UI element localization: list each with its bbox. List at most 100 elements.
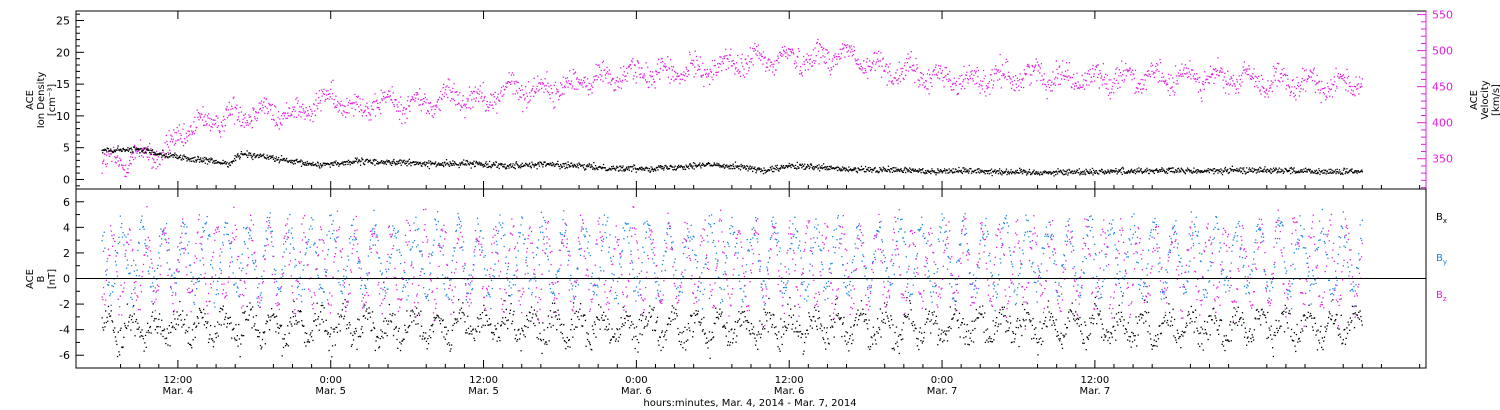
- velocity-point: [335, 106, 338, 108]
- density-point: [835, 167, 837, 169]
- density-point: [205, 158, 207, 160]
- velocity-point: [988, 86, 990, 89]
- velocity-point: [757, 44, 759, 46]
- field-point-bx: [154, 328, 156, 331]
- density-point: [843, 167, 845, 169]
- density-point: [837, 166, 840, 169]
- density-point: [228, 163, 230, 165]
- velocity-point: [108, 153, 110, 155]
- velocity-point: [1150, 62, 1153, 64]
- velocity-point: [943, 76, 946, 78]
- velocity-point: [637, 61, 639, 63]
- velocity-point: [863, 72, 865, 74]
- field-point-bx: [165, 342, 167, 345]
- velocity-point: [725, 68, 727, 71]
- velocity-point: [713, 73, 715, 76]
- velocity-point: [1087, 73, 1089, 75]
- velocity-point: [406, 100, 409, 102]
- field-point-bx: [240, 343, 242, 345]
- velocity-point: [1041, 75, 1043, 77]
- density-point: [1299, 170, 1302, 172]
- velocity-point: [346, 112, 349, 114]
- density-point: [1336, 171, 1338, 173]
- field-point-bx: [264, 343, 266, 345]
- velocity-point: [435, 104, 437, 106]
- velocity-point: [564, 85, 566, 87]
- velocity-point: [159, 164, 161, 166]
- velocity-point: [641, 76, 644, 79]
- field-point-bx: [410, 310, 412, 312]
- velocity-point: [845, 47, 848, 49]
- velocity-point: [427, 110, 429, 113]
- field-point-bx: [137, 328, 140, 330]
- density-point: [236, 154, 238, 156]
- velocity-point: [642, 75, 644, 77]
- field-point-bx: [450, 348, 452, 350]
- density-point: [1059, 171, 1061, 173]
- velocity-point: [1103, 76, 1106, 78]
- velocity-point: [810, 54, 812, 56]
- velocity-point: [1304, 79, 1306, 81]
- velocity-point: [633, 75, 635, 77]
- field-point-bx: [313, 320, 315, 322]
- field-point-bx: [386, 335, 388, 337]
- velocity-point: [139, 139, 142, 141]
- velocity-point: [482, 82, 484, 84]
- velocity-point: [251, 119, 253, 122]
- velocity-point: [397, 110, 400, 112]
- velocity-point: [717, 71, 719, 73]
- density-point: [779, 168, 781, 170]
- velocity-point: [1285, 74, 1287, 77]
- field-point-bx: [263, 332, 265, 334]
- velocity-point: [167, 151, 169, 154]
- density-point: [687, 165, 690, 167]
- density-point: [1134, 169, 1136, 171]
- density-point: [600, 166, 602, 168]
- velocity-point: [1341, 77, 1343, 80]
- density-point: [393, 161, 396, 163]
- density-point: [211, 158, 213, 160]
- velocity-point: [338, 102, 340, 104]
- density-point: [878, 171, 880, 173]
- velocity-point: [465, 103, 467, 106]
- density-point: [215, 159, 217, 162]
- density-point: [106, 151, 108, 153]
- density-point: [344, 161, 346, 163]
- velocity-point: [354, 108, 357, 111]
- density-point: [1181, 168, 1183, 170]
- density-point: [398, 160, 400, 162]
- velocity-point: [321, 95, 323, 97]
- density-point: [1162, 168, 1164, 170]
- velocity-point: [956, 80, 958, 83]
- velocity-point: [574, 72, 576, 74]
- velocity-point: [945, 75, 947, 77]
- velocity-point: [1176, 80, 1178, 82]
- field-point-bx: [277, 326, 279, 329]
- density-point: [1069, 172, 1071, 174]
- density-point: [731, 165, 733, 167]
- velocity-point: [1000, 87, 1002, 89]
- velocity-point: [565, 77, 567, 79]
- field-point-bx: [368, 307, 370, 309]
- density-point: [681, 166, 683, 168]
- field-point-bx: [172, 311, 175, 313]
- density-point: [994, 169, 996, 171]
- velocity-point: [1059, 83, 1061, 85]
- density-point: [977, 171, 980, 173]
- velocity-point: [1161, 72, 1163, 75]
- velocity-point: [543, 85, 546, 87]
- density-point: [394, 162, 396, 164]
- density-point: [1068, 168, 1070, 171]
- field-point-bx: [271, 308, 273, 310]
- density-point: [383, 163, 385, 165]
- field-point-bx: [400, 343, 402, 345]
- velocity-point: [1340, 75, 1342, 78]
- velocity-point: [351, 103, 354, 105]
- density-point: [1061, 172, 1063, 174]
- density-point: [169, 156, 171, 158]
- velocity-point: [405, 108, 408, 110]
- velocity-point: [134, 157, 136, 159]
- velocity-point: [458, 103, 460, 105]
- density-point: [294, 159, 296, 162]
- field-point-bx: [378, 346, 381, 348]
